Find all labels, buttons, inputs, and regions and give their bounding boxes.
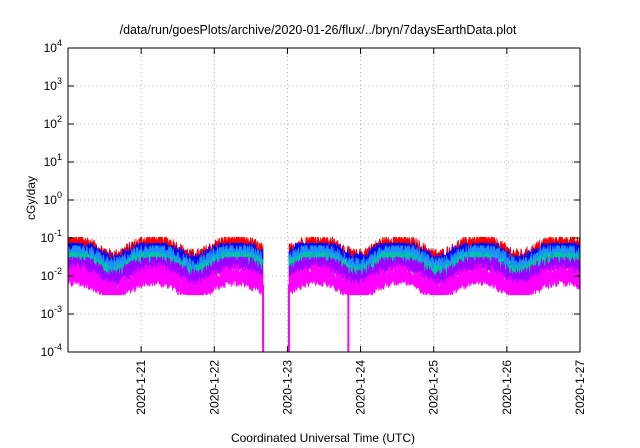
y-axis-ticks: 10-4 10-3 10-2 10-1 100 101 102 103 104 bbox=[41, 38, 580, 359]
y-tick-label: 101 bbox=[44, 152, 62, 169]
x-tick-label: 2020-1-21 bbox=[134, 360, 148, 415]
x-axis-label: Coordinated Universal Time (UTC) bbox=[231, 431, 415, 445]
x-tick-label: 2020-1-22 bbox=[207, 360, 221, 415]
y-tick-label: 103 bbox=[44, 76, 62, 93]
x-tick-label: 2020-1-25 bbox=[427, 360, 441, 415]
y-tick-label: 10-3 bbox=[41, 304, 62, 321]
x-tick-label: 2020-1-24 bbox=[354, 360, 368, 415]
y-tick-label: 10-4 bbox=[41, 342, 62, 359]
y-tick-label: 104 bbox=[44, 38, 62, 55]
y-tick-label: 10-2 bbox=[41, 266, 62, 283]
y-tick-label: 100 bbox=[44, 190, 62, 207]
x-tick-label: 2020-1-23 bbox=[280, 360, 294, 415]
x-tick-label: 2020-1-26 bbox=[500, 360, 514, 415]
y-axis-label: cGy/day bbox=[24, 176, 38, 220]
x-axis-ticks: 2020-1-21 2020-1-22 2020-1-23 2020-1-24 2020… bbox=[134, 48, 587, 415]
grid-lines bbox=[68, 48, 580, 352]
y-tick-label: 102 bbox=[44, 114, 62, 131]
series-group bbox=[67, 236, 581, 352]
chart-title: /data/run/goesPlots/archive/2020-01-26/f… bbox=[120, 23, 517, 37]
x-tick-label: 2020-1-27 bbox=[573, 360, 587, 415]
y-tick-label: 10-1 bbox=[41, 228, 62, 245]
